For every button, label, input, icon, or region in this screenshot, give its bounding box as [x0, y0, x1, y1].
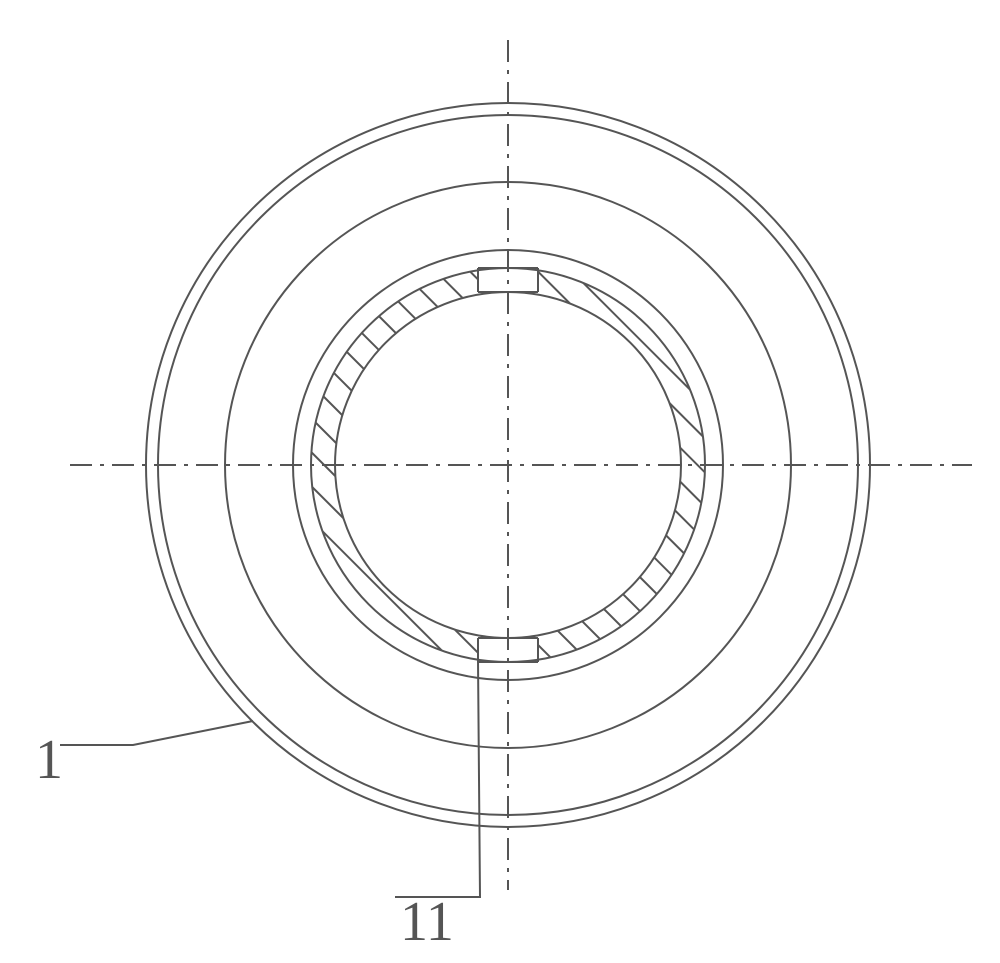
- callout-label: 11: [400, 891, 454, 953]
- leader-line: [60, 721, 253, 745]
- engineering-diagram: 111: [0, 0, 1000, 958]
- leader-line: [395, 660, 480, 897]
- callout-label: 1: [35, 729, 63, 791]
- diagram-svg: 111: [0, 0, 1000, 958]
